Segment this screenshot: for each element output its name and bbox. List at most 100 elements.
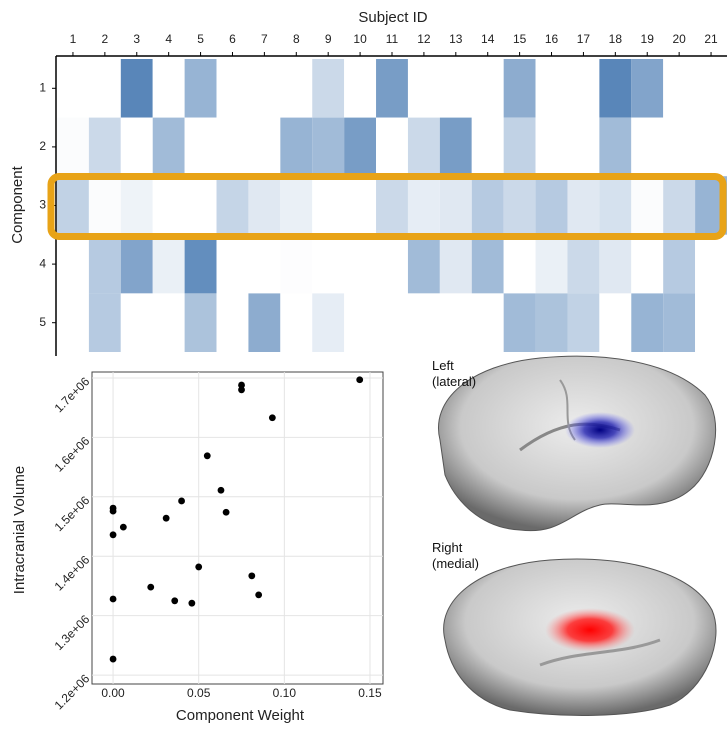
heat-cell bbox=[408, 293, 440, 352]
brain-right: Right (medial) bbox=[432, 540, 716, 715]
heat-cell bbox=[631, 118, 663, 177]
point bbox=[147, 584, 154, 591]
heat-cell bbox=[504, 176, 536, 235]
y-tick-label: 3 bbox=[39, 198, 46, 212]
heat-cell bbox=[153, 235, 185, 294]
point bbox=[204, 452, 211, 459]
heat-cell bbox=[248, 59, 280, 118]
heat-cell bbox=[472, 59, 504, 118]
x-tick-label: 9 bbox=[325, 32, 332, 46]
heat-cell bbox=[408, 118, 440, 177]
heat-cell bbox=[599, 235, 631, 294]
heat-cell bbox=[440, 118, 472, 177]
point bbox=[110, 656, 117, 663]
heat-cell bbox=[631, 59, 663, 118]
heat-cell bbox=[248, 293, 280, 352]
heat-cell bbox=[504, 118, 536, 177]
heat-cell bbox=[631, 293, 663, 352]
heat-cell bbox=[472, 176, 504, 235]
heat-cell bbox=[631, 176, 663, 235]
heat-cell bbox=[185, 235, 217, 294]
brain-label: Left bbox=[432, 358, 454, 373]
x-tick-label: 3 bbox=[133, 32, 140, 46]
x-tick-label: 21 bbox=[704, 32, 718, 46]
heat-cell bbox=[536, 59, 568, 118]
heat-cell bbox=[376, 59, 408, 118]
heat-cell bbox=[472, 235, 504, 294]
brain-left: Left (lateral) bbox=[432, 356, 716, 531]
y-tick-label: 1 bbox=[39, 80, 46, 94]
x-tick-label: 1 bbox=[70, 32, 77, 46]
heat-cell bbox=[185, 293, 217, 352]
point bbox=[120, 524, 127, 531]
heat-cell bbox=[248, 176, 280, 235]
brain-sublabel: (lateral) bbox=[432, 374, 476, 389]
x-tick-label: 6 bbox=[229, 32, 236, 46]
point bbox=[238, 386, 245, 393]
heat-cell bbox=[312, 293, 344, 352]
heat-cell bbox=[312, 176, 344, 235]
heat-cell bbox=[695, 293, 727, 352]
y-tick-label: 1.4e+06 bbox=[52, 552, 93, 593]
heat-cell bbox=[57, 118, 89, 177]
point bbox=[110, 508, 117, 515]
point bbox=[188, 600, 195, 607]
y-axis-title: Intracranial Volume bbox=[11, 466, 28, 594]
heat-cell bbox=[344, 118, 376, 177]
heat-cell bbox=[599, 118, 631, 177]
point bbox=[356, 376, 363, 383]
x-tick-label: 7 bbox=[261, 32, 268, 46]
heat-cell bbox=[312, 235, 344, 294]
y-tick-label: 1.5e+06 bbox=[52, 493, 93, 534]
heat-cell bbox=[536, 118, 568, 177]
y-tick-label: 1.7e+06 bbox=[52, 374, 93, 415]
x-tick-label: 0.15 bbox=[358, 686, 382, 700]
y-tick-label: 5 bbox=[39, 315, 46, 329]
heat-cell bbox=[440, 235, 472, 294]
x-tick-label: 14 bbox=[481, 32, 495, 46]
heat-cell bbox=[153, 176, 185, 235]
heat-cell bbox=[536, 293, 568, 352]
y-axis-title: Component bbox=[9, 165, 26, 243]
x-tick-label: 13 bbox=[449, 32, 463, 46]
x-tick-label: 0.00 bbox=[101, 686, 125, 700]
heat-cell bbox=[89, 293, 121, 352]
x-tick-label: 0.05 bbox=[187, 686, 211, 700]
heat-cell bbox=[121, 176, 153, 235]
heat-cell bbox=[248, 118, 280, 177]
heat-cell bbox=[408, 235, 440, 294]
y-tick-label: 4 bbox=[39, 256, 46, 270]
heat-cell bbox=[376, 235, 408, 294]
heat-cell bbox=[440, 59, 472, 118]
heat-cell bbox=[472, 118, 504, 177]
brain-sublabel: (medial) bbox=[432, 556, 479, 571]
point bbox=[255, 591, 262, 598]
heat-cell bbox=[408, 59, 440, 118]
heat-cell bbox=[663, 293, 695, 352]
point bbox=[110, 531, 117, 538]
heat-cell bbox=[89, 59, 121, 118]
heat-cell bbox=[663, 176, 695, 235]
heat-cell bbox=[695, 59, 727, 118]
figure: Subject ID Component Component Weight In… bbox=[0, 0, 727, 730]
x-tick-label: 4 bbox=[165, 32, 172, 46]
heat-cell bbox=[185, 59, 217, 118]
heat-cell bbox=[567, 176, 599, 235]
heat-cell bbox=[153, 118, 185, 177]
heat-cell bbox=[280, 118, 312, 177]
heat-cell bbox=[599, 59, 631, 118]
heat-cell bbox=[153, 59, 185, 118]
heat-cell bbox=[57, 59, 89, 118]
point bbox=[269, 414, 276, 421]
heat-cell bbox=[663, 235, 695, 294]
plot-area bbox=[92, 372, 383, 684]
heat-cell bbox=[280, 59, 312, 118]
heat-cell bbox=[121, 59, 153, 118]
heat-cell bbox=[57, 235, 89, 294]
point bbox=[248, 572, 255, 579]
heat-cell bbox=[567, 59, 599, 118]
point bbox=[178, 498, 185, 505]
heat-cell bbox=[57, 176, 89, 235]
heat-cell bbox=[504, 293, 536, 352]
heat-cell bbox=[376, 176, 408, 235]
